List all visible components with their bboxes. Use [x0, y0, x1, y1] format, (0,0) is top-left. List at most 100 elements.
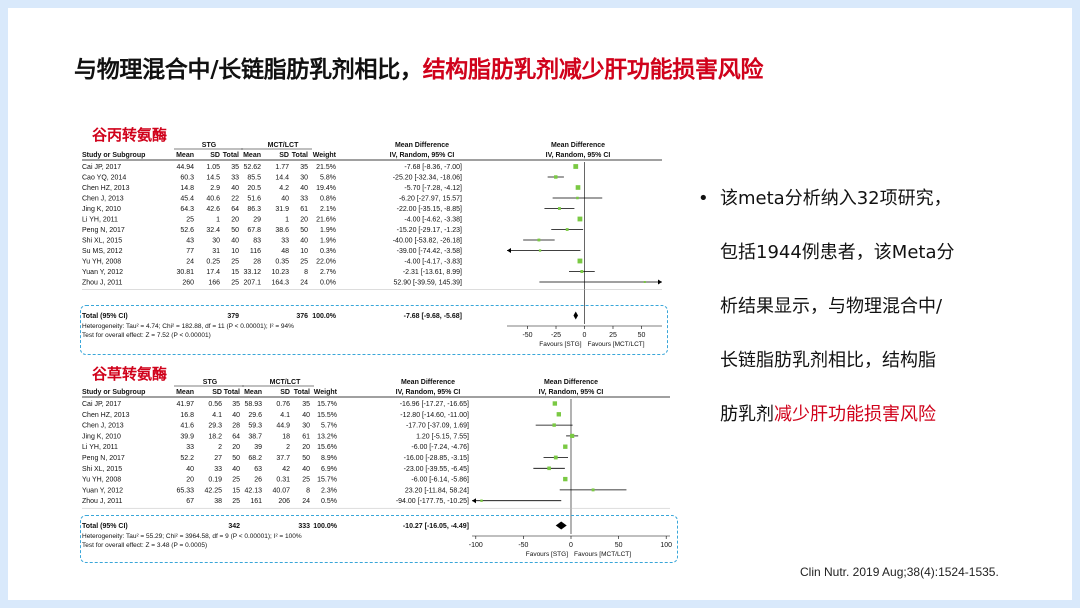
mctlct-mean: 26 — [254, 477, 262, 484]
stg-total: 28 — [232, 423, 240, 430]
mctlct-mean: 28 — [253, 259, 261, 266]
mctlct-sd: 4.1 — [280, 412, 290, 419]
stg-mean: 45.4 — [180, 196, 194, 203]
header-weight: Weight — [313, 152, 337, 159]
pooled-diamond — [573, 311, 579, 320]
study-weight: 0.8% — [320, 196, 336, 203]
mctlct-mean: 29 — [253, 217, 261, 224]
bullet-text: • 该meta分析纳入32项研究， 包括1944例患者，该Meta分 析结果显示… — [698, 172, 1018, 442]
bullet-line-1: 该meta分析纳入32项研究， — [720, 188, 952, 209]
pooled-diamond — [555, 521, 567, 530]
study-weight: 19.4% — [316, 185, 336, 192]
study-ci: -5.70 [-7.28, -4.12] — [404, 185, 462, 192]
stg-sd: 33 — [214, 466, 222, 473]
mctlct-mean: 59.3 — [248, 423, 262, 430]
stg-mean: 20 — [186, 477, 194, 484]
mctlct-mean: 85.5 — [247, 175, 261, 182]
stg-mean: 77 — [186, 248, 194, 255]
study-ci: 1.20 [-5.15, 7.55] — [416, 433, 469, 440]
total-weight: 100.0% — [313, 523, 338, 530]
study-weight: 21.6% — [316, 217, 336, 224]
header-md-plot: Mean Difference — [544, 379, 598, 386]
stg-sd: 4.1 — [212, 412, 222, 419]
mctlct-total: 25 — [300, 259, 308, 266]
header-mean1: Mean — [176, 389, 194, 396]
point-estimate-marker — [556, 412, 561, 417]
x-tick-label: 50 — [615, 542, 623, 549]
point-estimate-marker — [563, 476, 568, 482]
favours-right: Favours [MCT/LCT] — [588, 341, 645, 348]
study-name: Peng N, 2017 — [82, 455, 125, 462]
mctlct-total: 24 — [300, 280, 308, 287]
heterogeneity-text: Heterogeneity: Tau² = 55.29; Chi² = 3964… — [82, 533, 302, 540]
header-md-sub-plot: IV, Random, 95% CI — [539, 389, 604, 396]
point-estimate-marker — [565, 228, 569, 231]
mctlct-sd: 0.31 — [276, 477, 290, 484]
mctlct-total: 25 — [302, 477, 310, 484]
stg-mean: 24 — [186, 259, 194, 266]
mctlct-mean: 33.12 — [243, 269, 261, 276]
stg-total: 40 — [231, 238, 239, 245]
study-name: Li YH, 2011 — [82, 217, 118, 224]
study-name: Chen HZ, 2013 — [82, 412, 130, 419]
study-name: Peng N, 2017 — [82, 227, 125, 234]
x-tick-label: -100 — [469, 542, 483, 549]
stg-sd: 31 — [212, 248, 220, 255]
study-ci: -16.00 [-28.85, -3.15] — [404, 455, 469, 462]
study-ci: -2.31 [-13.61, 8.99] — [403, 269, 462, 276]
stg-sd: 42.6 — [206, 206, 220, 213]
point-estimate-marker — [537, 238, 541, 242]
favours-left: Favours [STG] — [526, 551, 568, 558]
header-sd1: SD — [212, 389, 222, 396]
mctlct-mean: 51.6 — [247, 196, 261, 203]
ast-forest-plot: STG MCT/LCT Mean Difference Mean Difference… — [80, 377, 680, 562]
total-ci: -10.27 [-16.05, -4.49] — [403, 523, 469, 530]
ast-forest-svg: STG MCT/LCT Mean Difference Mean Difference… — [82, 379, 672, 558]
header-group2: MCT/LCT — [270, 379, 301, 386]
point-estimate-marker — [553, 455, 558, 460]
point-estimate-marker — [538, 249, 542, 252]
stg-total: 20 — [231, 217, 239, 224]
stg-mean: 67 — [186, 498, 194, 505]
mctlct-mean: 39 — [254, 444, 262, 451]
ci-arrow-right — [658, 279, 662, 285]
header-study: Study or Subgroup — [82, 389, 145, 396]
mctlct-mean: 58.93 — [244, 401, 262, 408]
stg-sd: 0.19 — [208, 477, 222, 484]
mctlct-mean: 29.6 — [248, 412, 262, 419]
mctlct-total: 35 — [302, 401, 310, 408]
stg-sd: 0.56 — [208, 401, 222, 408]
stg-total: 15 — [232, 487, 240, 494]
study-name: Yuan Y, 2012 — [82, 269, 123, 276]
total-n2: 333 — [298, 523, 310, 530]
mctlct-sd: 48 — [281, 248, 289, 255]
study-ci: 23.20 [-11.84, 58.24] — [405, 487, 469, 494]
header-mean2: Mean — [244, 389, 262, 396]
study-weight: 5.7% — [321, 423, 337, 430]
study-weight: 15.5% — [317, 412, 337, 419]
point-estimate-marker — [591, 488, 595, 492]
mctlct-total: 8 — [306, 487, 310, 494]
stg-total: 35 — [232, 401, 240, 408]
stg-mean: 52.6 — [180, 227, 194, 234]
mctlct-total: 8 — [304, 269, 308, 276]
mctlct-mean: 116 — [250, 248, 261, 255]
header-mean2: Mean — [243, 152, 261, 159]
mctlct-sd: 44.9 — [276, 423, 290, 430]
title-red: 结构脂肪乳剂减少肝功能损害风险 — [422, 57, 764, 83]
mctlct-total: 40 — [300, 185, 308, 192]
mctlct-total: 40 — [302, 412, 310, 419]
mctlct-total: 35 — [300, 164, 308, 171]
mctlct-sd: 0.35 — [275, 259, 289, 266]
stg-total: 64 — [231, 206, 239, 213]
point-estimate-marker — [643, 281, 646, 283]
study-ci: -39.00 [-74.42, -3.58] — [397, 248, 462, 255]
header-md-sub-plot: IV, Random, 95% CI — [546, 152, 611, 159]
study-ci: -94.00 [-177.75, -10.25] — [396, 498, 469, 505]
stg-total: 40 — [232, 412, 240, 419]
point-estimate-marker — [563, 444, 568, 449]
x-tick-label: -50 — [518, 542, 528, 549]
bullet-line-3: 析结果显示，与物理混合中/ — [720, 296, 943, 317]
mctlct-mean: 83 — [253, 238, 261, 245]
header-group2: MCT/LCT — [268, 142, 299, 149]
